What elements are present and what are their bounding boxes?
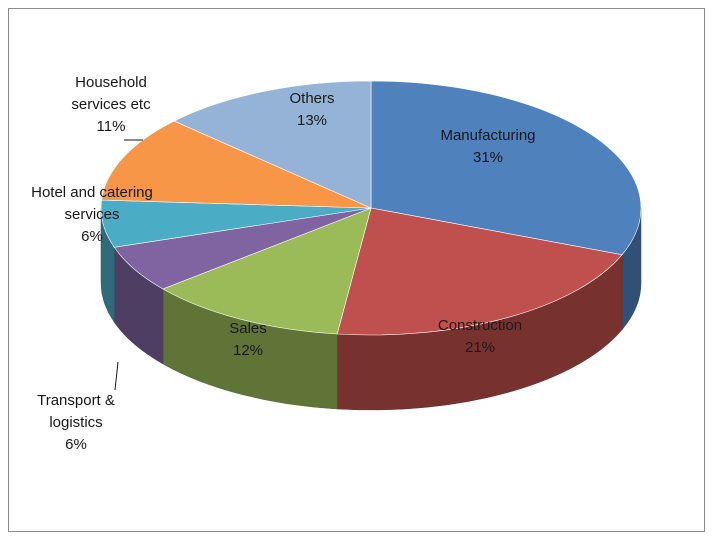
pie-top-faces xyxy=(100,80,642,336)
label-sales: Sales 12% xyxy=(229,320,267,359)
label-others: Others 13% xyxy=(289,90,334,129)
slice-household-services-etc xyxy=(101,120,372,209)
label-manufacturing: Manufacturing 31% xyxy=(440,127,535,166)
label-construction: Construction 21% xyxy=(438,317,522,356)
slice-construction xyxy=(336,207,623,336)
slice-manufacturing xyxy=(370,80,642,256)
slice-others xyxy=(173,80,372,209)
data-labels: Manufacturing 31% Construction 21% Sales 12% T… xyxy=(31,74,535,453)
slice-sales xyxy=(162,207,372,335)
label-transport-logistics: Transport & logistics 6% xyxy=(37,392,115,453)
label-hotel-and-catering-services: Hotel and catering services 6% xyxy=(31,184,153,245)
leader-line-transport-logistics xyxy=(114,361,119,391)
label-household-services-etc: Household services etc 11% xyxy=(71,74,151,135)
